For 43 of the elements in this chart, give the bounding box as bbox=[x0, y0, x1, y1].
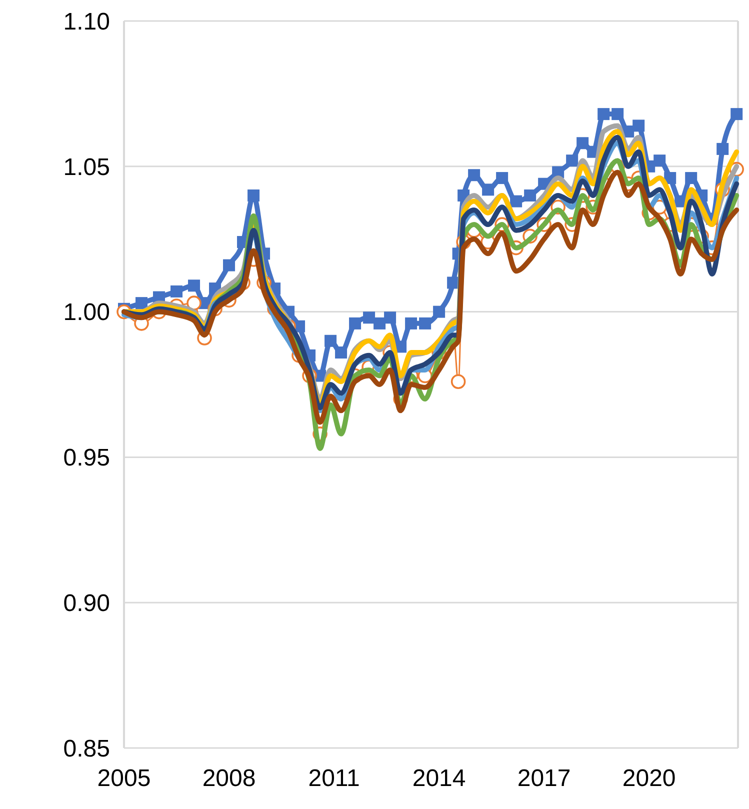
point bbox=[612, 108, 624, 120]
point bbox=[450, 374, 466, 389]
point bbox=[566, 154, 578, 167]
point bbox=[664, 172, 676, 184]
point bbox=[433, 306, 446, 318]
point bbox=[496, 172, 508, 184]
point bbox=[349, 317, 362, 330]
point bbox=[405, 317, 418, 330]
point bbox=[170, 285, 183, 298]
point bbox=[576, 137, 589, 150]
point bbox=[524, 189, 536, 202]
point bbox=[654, 154, 666, 167]
point bbox=[335, 346, 348, 359]
point bbox=[374, 317, 386, 330]
point bbox=[482, 184, 494, 196]
y-tick-label: 0.90 bbox=[63, 590, 110, 617]
point bbox=[685, 172, 698, 184]
point bbox=[384, 312, 396, 324]
point bbox=[419, 317, 432, 330]
x-tick-label: 2011 bbox=[308, 765, 360, 792]
point bbox=[632, 120, 645, 132]
point bbox=[248, 189, 260, 202]
y-tick-label: 1.10 bbox=[63, 8, 110, 36]
x-tick-label: 2008 bbox=[202, 765, 256, 792]
x-tick-label: 2017 bbox=[517, 765, 571, 792]
y-tick-label: 0.85 bbox=[63, 735, 110, 762]
point bbox=[324, 334, 337, 347]
x-tick-label: 2005 bbox=[97, 765, 151, 792]
point bbox=[598, 108, 610, 120]
x-tick-label: 2014 bbox=[412, 765, 466, 792]
point bbox=[510, 195, 522, 208]
y-tick-label: 1.05 bbox=[63, 154, 110, 181]
point bbox=[716, 142, 729, 155]
point bbox=[186, 296, 202, 310]
y-tick-label: 1.00 bbox=[63, 299, 110, 326]
point bbox=[730, 108, 743, 120]
point bbox=[188, 280, 200, 292]
x-tick-label: 2020 bbox=[622, 765, 676, 792]
y-tick-label: 0.95 bbox=[63, 444, 110, 472]
point bbox=[468, 169, 480, 182]
point bbox=[363, 312, 376, 324]
point bbox=[136, 297, 148, 310]
point bbox=[223, 259, 236, 272]
